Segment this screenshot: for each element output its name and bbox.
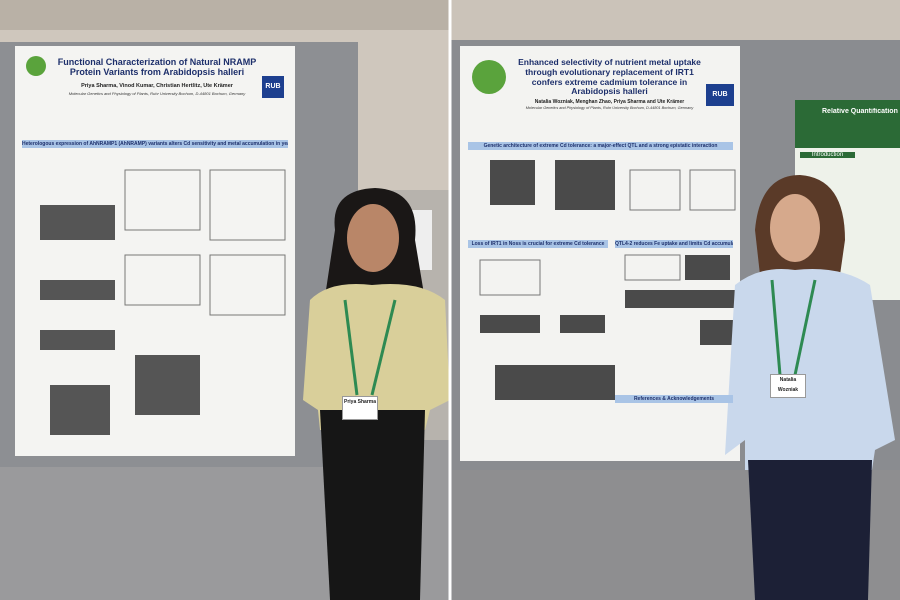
face [770, 194, 820, 262]
face [347, 204, 399, 272]
ceiling [0, 0, 450, 30]
charts [124, 169, 286, 316]
poster-section: Loss of IRT1 in Noss is crucial for extr… [468, 240, 608, 248]
poster-logo: RUB [262, 76, 284, 98]
lanyard [370, 299, 397, 396]
shirt [303, 284, 450, 430]
poster-title: Functional Characterization of Natural N… [57, 57, 257, 78]
poster-section: Heterologous expression of AhNRAMP1 (AhN… [22, 140, 288, 148]
poster-section: Introduction [800, 152, 855, 158]
poster-section: Genetic architecture of extreme Cd toler… [468, 142, 733, 150]
figure-blocks [40, 205, 200, 435]
poster-authors: Natalia Wozniak, Menghan Zhao, Priya Sha… [534, 99, 685, 105]
poster-icon [26, 56, 46, 76]
poster-logo: RUB [706, 84, 734, 106]
poster-affiliation: Molecular Genetics and Physiology of Pla… [68, 91, 246, 96]
figure-blocks [480, 160, 735, 400]
poster-section: QTL4-2 reduces Fe uptake and limits Cd a… [615, 240, 733, 248]
poster-icon [472, 60, 506, 94]
pants [320, 410, 425, 600]
poster-authors: Priya Sharma, Vinod Kumar, Christian Her… [81, 83, 233, 89]
shirt [725, 269, 895, 470]
poster-title: Enhanced selectivity of nutrient metal u… [518, 57, 701, 97]
poster-header [795, 100, 900, 148]
name-badge: Priya Sharma [342, 396, 378, 420]
name-badge: Natalia Wozniak [770, 374, 806, 398]
poster-affiliation: Molecular Genetics and Physiology of Pla… [525, 106, 694, 110]
pants [748, 460, 872, 600]
lanyard [793, 279, 817, 376]
lanyard [343, 299, 359, 396]
poster-section: References & Acknowledgements [615, 395, 733, 403]
charts [479, 169, 736, 296]
poster-title: Relative Quantification of ... on Sorghu… [822, 108, 900, 115]
lanyard [770, 279, 782, 376]
